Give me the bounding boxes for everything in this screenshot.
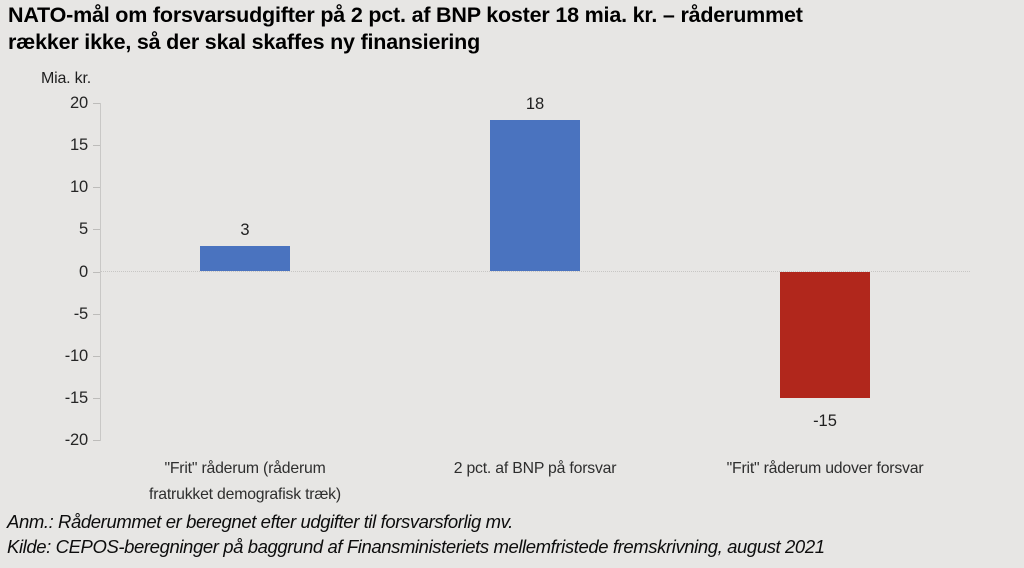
footnote-source: Kilde: CEPOS-beregninger på baggrund af … <box>7 536 825 557</box>
y-axis-tick-mark <box>93 355 100 357</box>
footnote-anm: Anm.: Råderummet er beregnet efter udgif… <box>7 511 513 532</box>
y-tick-label: -15 <box>64 388 88 407</box>
chart-title: NATO-mål om forsvarsudgifter på 2 pct. a… <box>8 3 803 54</box>
y-axis-line <box>100 103 101 441</box>
bar <box>780 271 870 398</box>
y-axis-tick-mark <box>93 397 100 399</box>
y-tick-label: 0 <box>79 262 88 281</box>
y-tick-label: -20 <box>64 431 88 449</box>
y-axis-tick-mark <box>93 313 100 315</box>
y-axis-tick-mark <box>93 440 100 441</box>
chart-footer: Anm.: Råderummet er beregnet efter udgif… <box>7 509 1017 559</box>
category-label: 2 pct. af BNP på forsvar <box>453 460 617 477</box>
bar <box>200 246 290 272</box>
category-label: "Frit" råderum (råderum fratrukket demog… <box>149 460 341 503</box>
y-axis-unit-label: Mia. kr. <box>41 70 91 87</box>
y-tick-label: -5 <box>73 304 88 323</box>
y-axis-tick-mark <box>93 187 100 189</box>
category-label: "Frit" råderum udover forsvar <box>726 460 924 477</box>
y-tick-label: -10 <box>64 346 88 365</box>
bar-value-label: -15 <box>813 411 837 430</box>
y-axis-tick-mark <box>93 271 100 273</box>
y-tick-label: 10 <box>70 178 88 197</box>
y-axis-tick-mark <box>93 229 100 231</box>
y-axis-tick-mark <box>93 103 100 104</box>
bar-value-label: 3 <box>240 221 250 240</box>
y-tick-label: 5 <box>79 220 88 239</box>
y-tick-label: 20 <box>70 94 88 112</box>
y-axis-tick-mark <box>93 145 100 147</box>
y-tick-label: 15 <box>70 136 88 155</box>
bar-value-label: 18 <box>525 94 545 113</box>
bar <box>490 119 580 272</box>
